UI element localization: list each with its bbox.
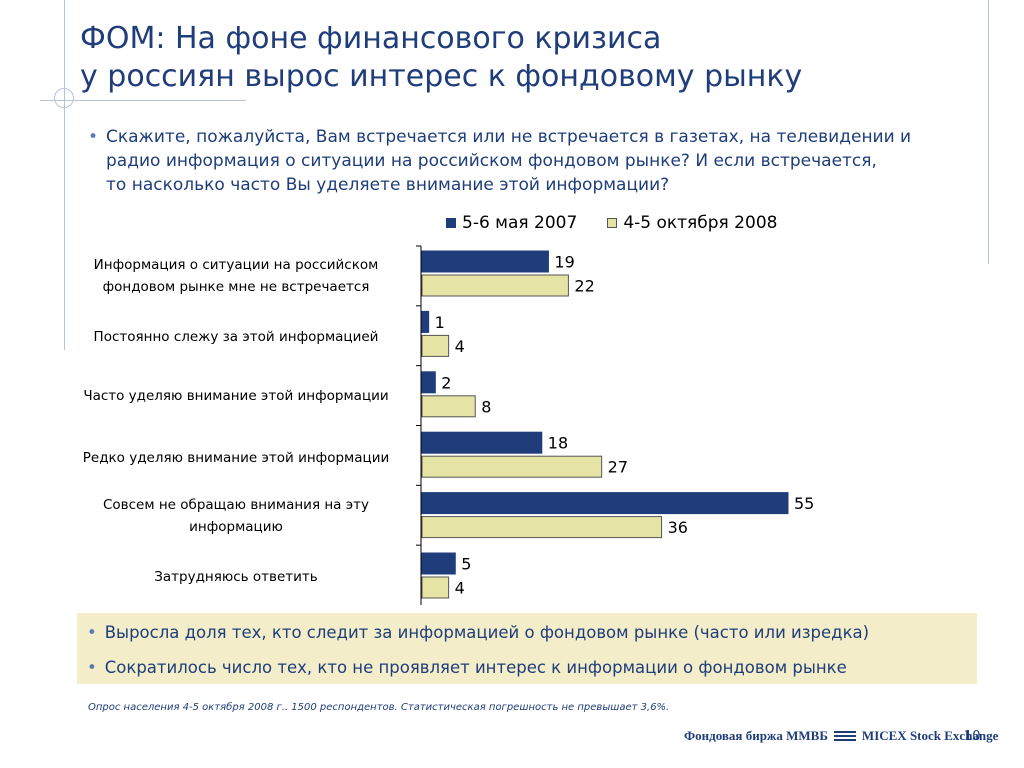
- summary-item-2: • Сократилось число тех, кто не проявляет…: [87, 658, 847, 677]
- category-label-rarely: Редко уделяю внимание этой информации: [60, 447, 412, 469]
- data-label-series-2-category-3: 8: [481, 397, 491, 416]
- survey-question: • Скажите, пожалуйста, Вам встречается и…: [88, 125, 968, 197]
- data-label-series-1-category-5: 55: [794, 494, 814, 513]
- data-label-series-2-category-5: 36: [668, 518, 688, 537]
- category-label-line: Совсем не обращаю внимания на эту: [102, 497, 370, 513]
- bar-series-2-category-5: [421, 516, 663, 539]
- bar-series-2-category-3: [421, 395, 476, 418]
- bullet-icon: •: [87, 658, 97, 677]
- legend-swatch-series-1: [446, 218, 456, 228]
- bar-series-1-category-4: [421, 431, 543, 454]
- legend-item-series-1: 5-6 мая 2007: [446, 213, 577, 233]
- bar-series-1-category-3: [421, 371, 436, 394]
- logo-mark-icon: [833, 731, 856, 741]
- bar-series-1-category-5: [421, 492, 789, 515]
- bar-series-2-category-1: [421, 274, 569, 297]
- legend-label-series-1: 5-6 мая 2007: [462, 213, 578, 233]
- data-label-series-1-category-4: 18: [548, 434, 568, 453]
- title-line-1: ФОМ: На фоне финансового кризиса: [80, 21, 662, 56]
- legend-label-series-2: 4-5 октября 2008: [623, 213, 778, 233]
- logo-text-russian: Фондовая биржа ММВБ: [684, 728, 828, 743]
- category-label-often: Часто уделяю внимание этой информации: [60, 385, 412, 407]
- question-line-2: радио информация о ситуации на российско…: [106, 151, 877, 171]
- data-label-series-1-category-2: 1: [435, 313, 445, 332]
- data-label-series-1-category-6: 5: [461, 555, 471, 574]
- legend-swatch-series-2: [607, 218, 618, 228]
- bullet-icon: •: [87, 623, 97, 642]
- decor-circle: [54, 88, 74, 108]
- summary-box: • Выросла доля тех, кто следит за информа…: [77, 613, 977, 684]
- data-label-series-2-category-2: 4: [455, 337, 465, 356]
- category-label-hard-to-say: Затрудняюсь ответить: [60, 566, 412, 588]
- title-line-2: у россиян вырос интерес к фондовому рынк…: [80, 59, 803, 94]
- data-label-series-2-category-4: 27: [608, 458, 628, 477]
- bullet-icon: •: [88, 127, 99, 147]
- category-label-line: информацию: [189, 519, 283, 535]
- footnote: Опрос населения 4-5 октября 2008 г.. 150…: [88, 702, 670, 713]
- category-label-line: Редко уделяю внимание этой информации: [82, 450, 390, 466]
- page-number: 10: [964, 729, 981, 744]
- decor-vertical-line-right: [988, 0, 989, 264]
- category-label-line: Информация о ситуации на российском: [93, 257, 379, 273]
- page-title: ФОМ: На фоне финансового кризиса у росси…: [80, 20, 960, 96]
- category-label-line: Постоянно слежу за этой информацией: [93, 329, 379, 345]
- chart-legend: 5-6 мая 2007 4-5 октября 2008: [446, 212, 807, 234]
- data-label-series-1-category-3: 2: [441, 373, 451, 392]
- legend-item-series-2: 4-5 октября 2008: [607, 213, 777, 233]
- category-label-not-encountered: Информация о ситуации на российском фонд…: [60, 254, 412, 298]
- bar-series-1-category-6: [421, 552, 456, 575]
- category-label-constantly-follow: Постоянно слежу за этой информацией: [60, 326, 412, 348]
- data-label-series-1-category-1: 19: [554, 253, 574, 272]
- decor-horizontal-line: [40, 100, 246, 101]
- category-label-never: Совсем не обращаю внимания на эту информ…: [60, 494, 412, 538]
- category-label-line: Затрудняюсь ответить: [154, 569, 318, 585]
- category-label-line: фондовом рынке мне не встречается: [102, 279, 370, 295]
- data-label-series-2-category-1: 22: [574, 277, 594, 296]
- bar-series-1-category-1: [421, 250, 549, 273]
- data-label-series-2-category-6: 4: [455, 579, 465, 598]
- bar-series-2-category-2: [421, 334, 450, 357]
- question-line-1: Скажите, пожалуйста, Вам встречается или…: [106, 127, 912, 147]
- logo-text-english: MICEX Stock Exchange: [861, 728, 999, 743]
- bar-series-1-category-2: [421, 310, 430, 333]
- summary-item-1: • Выросла доля тех, кто следит за информа…: [87, 623, 869, 642]
- bar-series-2-category-4: [421, 455, 603, 478]
- summary-text-1: Выросла доля тех, кто следит за информац…: [104, 623, 870, 642]
- question-line-3: то насколько часто Вы уделяете внимание …: [106, 175, 670, 195]
- category-label-line: Часто уделяю внимание этой информации: [83, 388, 389, 404]
- bar-series-2-category-6: [421, 576, 450, 599]
- micex-logo: Фондовая биржа ММВБ MICEX Stock Exchange: [684, 728, 998, 744]
- decor-vertical-line-left: [64, 0, 65, 350]
- summary-text-2: Сократилось число тех, кто не проявляет …: [104, 658, 847, 677]
